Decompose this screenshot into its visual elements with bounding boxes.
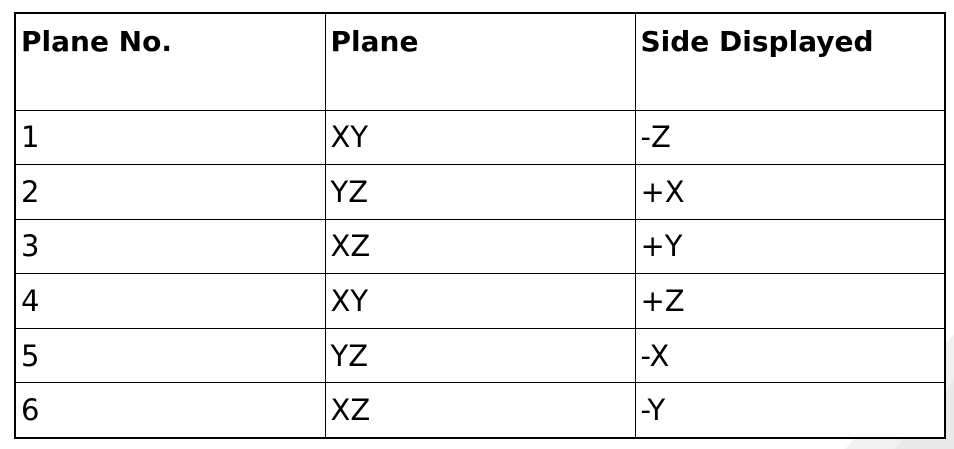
cell-side-displayed: -Y [634,382,946,439]
planes-table: Plane No. Plane Side Displayed 1 XY -Z 2… [14,12,946,439]
cell-side-displayed: -X [634,327,946,384]
cell-plane-no: 2 [14,164,326,220]
header-side-displayed: Side Displayed [634,12,946,111]
cell-plane: XZ [324,218,636,275]
cell-plane-no: 6 [14,382,326,439]
cell-plane-no: 3 [14,218,326,275]
header-plane-no: Plane No. [14,12,326,111]
table-row: 4 XY +Z [14,273,946,329]
cell-plane-no: 5 [14,327,326,384]
table-row: 3 XZ +Y [14,218,946,275]
table-row: 5 YZ -X [14,327,946,384]
cell-plane: XY [324,109,636,166]
cell-plane-no: 1 [14,109,326,166]
header-row: Plane No. Plane Side Displayed [14,12,946,111]
table-row: 2 YZ +X [14,164,946,220]
table-row: 1 XY -Z [14,109,946,166]
cell-side-displayed: +Z [634,273,946,329]
header-plane: Plane [324,12,636,111]
table-row: 6 XZ -Y [14,382,946,439]
cell-side-displayed: +X [634,164,946,220]
cell-side-displayed: +Y [634,218,946,275]
cell-plane: YZ [324,327,636,384]
cell-plane: XY [324,273,636,329]
cell-plane-no: 4 [14,273,326,329]
cell-side-displayed: -Z [634,109,946,166]
cell-plane: XZ [324,382,636,439]
cell-plane: YZ [324,164,636,220]
